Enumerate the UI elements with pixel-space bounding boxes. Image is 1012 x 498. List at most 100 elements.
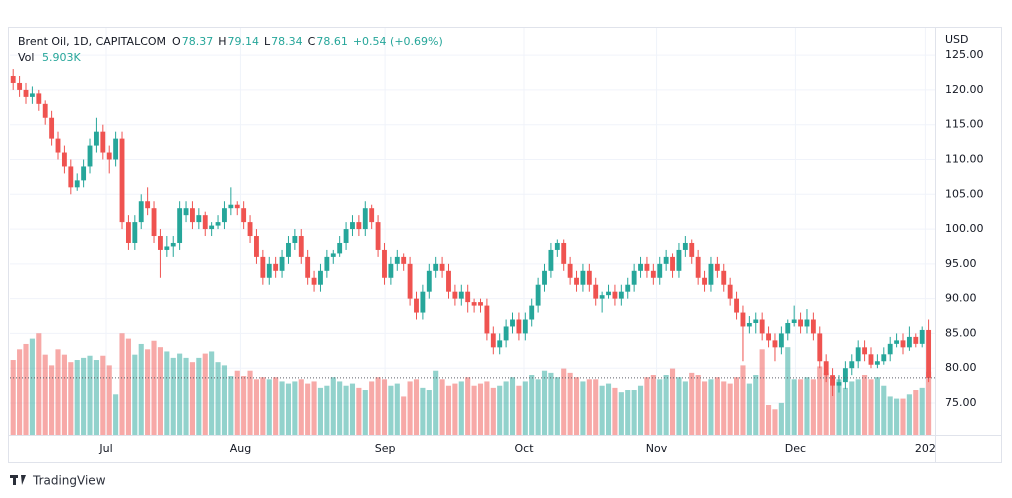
volume-bar	[548, 372, 554, 435]
volume-bar	[247, 370, 253, 435]
volume-bar	[529, 375, 535, 435]
ohlc-value: 79.14	[228, 35, 260, 48]
candle-body	[772, 340, 778, 348]
candle-body	[753, 319, 759, 323]
brand-logo[interactable]: TradingView	[10, 474, 106, 488]
candle-body	[356, 222, 362, 230]
candle-body	[433, 263, 439, 271]
x-tick-label: Jul	[98, 442, 112, 455]
volume-bar	[394, 383, 400, 435]
candle-body	[823, 361, 829, 376]
volume-bar	[452, 383, 458, 435]
volume-bar	[324, 385, 330, 435]
candle-body	[554, 242, 560, 250]
candle-body	[631, 270, 637, 285]
candle-body	[548, 249, 554, 271]
volume-bar	[209, 351, 215, 435]
volume-bar	[618, 392, 624, 435]
y-tick-label: 90.00	[945, 292, 977, 305]
candle-body	[74, 180, 80, 188]
candle-body	[868, 354, 874, 365]
candle-body	[906, 336, 912, 348]
candle-body	[638, 263, 643, 271]
volume-bar	[292, 381, 298, 435]
candle-body	[458, 291, 464, 299]
candle-body	[766, 333, 771, 341]
volume-bar	[23, 343, 29, 435]
volume-bar	[407, 381, 413, 435]
candle-body	[650, 270, 656, 278]
volume-bar	[253, 379, 260, 435]
volume-bar	[746, 383, 752, 435]
candle-body	[465, 291, 471, 303]
volume-bar	[644, 377, 650, 435]
volume-bar	[625, 390, 631, 435]
y-tick-label: 80.00	[945, 361, 977, 374]
x-tick-label: Nov	[646, 442, 668, 455]
x-tick-label: Dec	[785, 442, 806, 455]
candle-body	[919, 329, 925, 344]
volume-bar	[420, 387, 426, 435]
candle-body	[260, 256, 266, 278]
candle-body	[266, 263, 272, 278]
volume-bar	[874, 377, 880, 435]
candle-body	[567, 263, 573, 278]
candle-body	[670, 256, 675, 271]
candle-body	[49, 117, 55, 139]
candle-body	[324, 256, 330, 271]
candle-body	[132, 222, 138, 243]
candle-body	[702, 277, 707, 285]
volume-bar	[87, 355, 93, 435]
candle-body	[177, 208, 183, 243]
volume-bar	[125, 338, 131, 435]
volume-bar	[631, 390, 637, 435]
volume-bar	[189, 362, 195, 435]
x-tick-label: Oct	[515, 442, 535, 455]
volume-bar	[42, 354, 48, 435]
volume-bar	[810, 379, 816, 435]
y-tick-label: 115.00	[945, 118, 984, 131]
candle-body	[247, 222, 253, 237]
candle-body	[138, 201, 144, 223]
candle-body	[644, 263, 650, 271]
y-tick-label: 85.00	[945, 326, 977, 339]
volume-bar	[330, 377, 336, 435]
candle-body	[817, 333, 823, 362]
logo-stem	[13, 475, 16, 485]
candle-body	[740, 312, 746, 327]
candle-body	[727, 284, 733, 299]
candle-body	[804, 319, 810, 327]
volume-bar	[106, 365, 112, 435]
candle-body	[113, 138, 119, 160]
volume-bar	[266, 379, 272, 435]
axes: 75.00 80.00 85.00 90.00 95.00 100.00 105.00 110…	[98, 48, 983, 455]
y-tick-label: 100.00	[945, 222, 984, 235]
candle-body	[394, 256, 400, 264]
candle-body	[222, 208, 227, 223]
volume-bar	[535, 379, 541, 435]
candle-body	[305, 256, 311, 278]
candle-body	[439, 263, 445, 271]
volume-bar	[599, 385, 605, 435]
candle-body	[362, 208, 368, 230]
volume-bar	[894, 398, 900, 435]
candle-body	[10, 76, 16, 83]
candle-body	[279, 256, 285, 271]
volume-bar	[439, 379, 445, 435]
volume-bar	[580, 381, 586, 435]
candle-body	[516, 319, 522, 334]
volume-bar	[100, 355, 106, 435]
volume-bar	[433, 370, 439, 435]
candle-body	[830, 375, 836, 386]
volume-bar	[183, 357, 189, 435]
candle-body	[478, 302, 483, 306]
candle-body	[292, 236, 298, 243]
volume-bar	[343, 385, 349, 435]
volume-bar	[260, 377, 266, 435]
volume-bar	[349, 383, 356, 435]
grid	[10, 28, 935, 435]
candle-body	[190, 208, 195, 223]
candle-body	[202, 215, 208, 230]
volume-bar	[426, 390, 432, 435]
volume-bar	[305, 383, 311, 435]
